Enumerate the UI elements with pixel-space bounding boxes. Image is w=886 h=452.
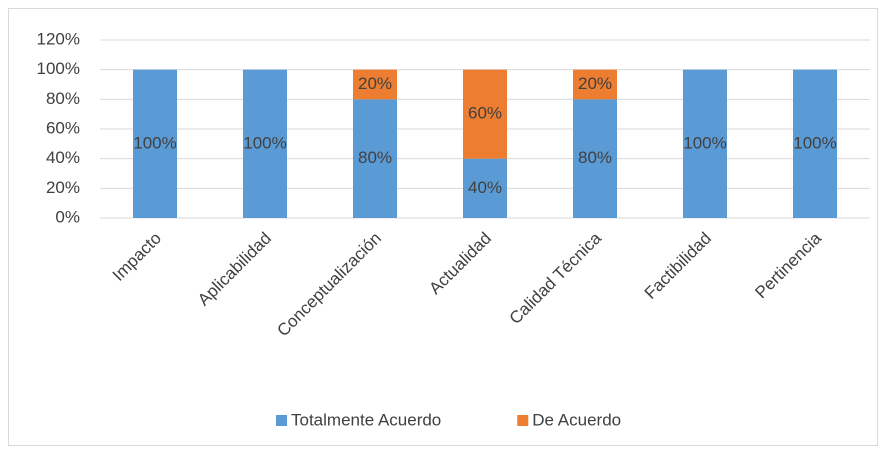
bar-segment	[463, 158, 507, 218]
bar-segment	[353, 69, 397, 100]
data-label: 20%	[578, 74, 612, 93]
bar-segment	[463, 69, 507, 159]
data-label: 100%	[793, 133, 836, 152]
y-tick-label: 60%	[46, 118, 80, 137]
y-tick-label: 80%	[46, 89, 80, 108]
y-tick-label: 120%	[37, 29, 80, 48]
bar-segment	[573, 69, 617, 100]
y-tick-label: 20%	[46, 178, 80, 197]
bar-segment	[243, 69, 287, 219]
data-label: 100%	[243, 133, 286, 152]
data-label: 100%	[683, 133, 726, 152]
legend-swatch	[517, 415, 529, 426]
data-label: 60%	[468, 104, 502, 123]
bar-segment	[353, 99, 397, 218]
bar-segment	[793, 69, 837, 219]
legend-label: Totalmente Acuerdo	[291, 410, 441, 429]
data-label: 100%	[133, 133, 176, 152]
legend-swatch	[276, 415, 287, 426]
y-tick-label: 100%	[37, 59, 80, 78]
data-label: 20%	[358, 74, 392, 93]
bar-segment	[133, 69, 177, 219]
data-label: 80%	[578, 148, 612, 167]
data-label: 80%	[358, 148, 392, 167]
bar-segment	[683, 69, 727, 219]
y-tick-label: 40%	[46, 148, 80, 167]
bar-segment	[573, 99, 617, 218]
y-tick-label: 0%	[55, 207, 80, 226]
legend-label: De Acuerdo	[532, 410, 621, 429]
data-label: 40%	[468, 178, 502, 197]
